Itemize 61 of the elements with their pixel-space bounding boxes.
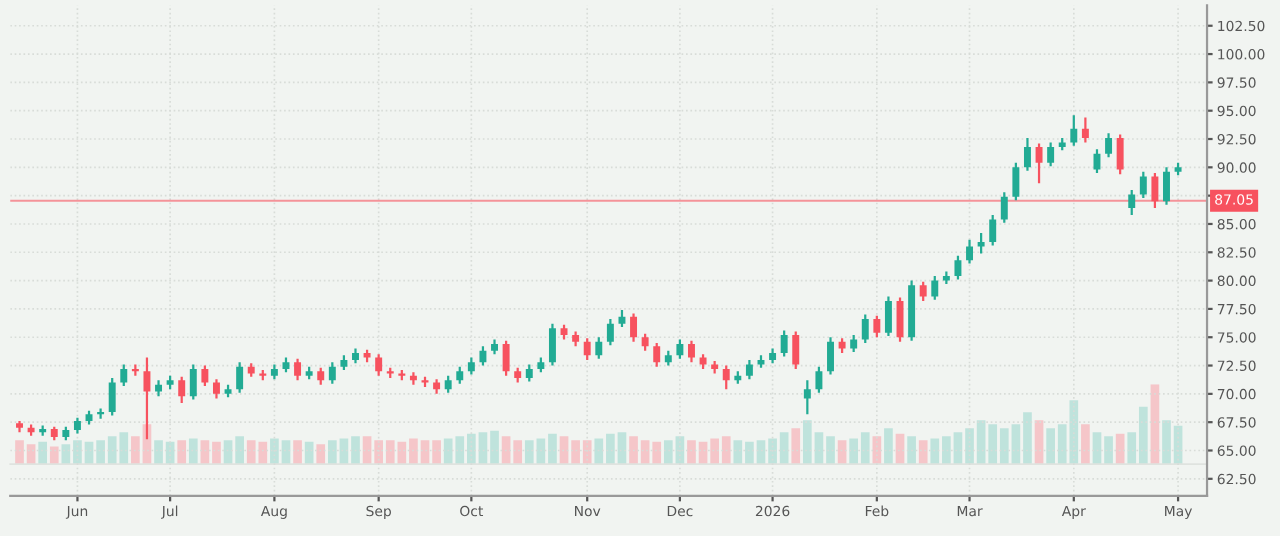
candlestick [827,336,834,376]
candlestick [479,345,487,367]
candlestick [676,338,684,360]
bar [791,428,801,465]
candlestick [409,371,417,386]
candlestick [1047,141,1055,168]
candlestick [803,379,811,416]
bar [884,428,893,465]
bar [188,438,198,465]
candlestick [606,318,614,347]
bar [293,440,302,465]
candlestick [1012,161,1020,202]
bar [177,440,187,465]
candlestick [745,358,753,381]
candlestick [595,336,603,360]
candlestick [548,322,556,367]
candlestick [502,339,510,377]
candlestick [375,353,383,377]
candlestick [1105,132,1113,159]
candlestick [212,378,220,400]
candlestick [954,254,962,281]
candlestick [722,364,730,391]
candlestick [1139,170,1147,200]
bar [49,446,59,465]
candlestick [294,357,302,382]
candlestick [815,365,823,394]
candlestick [653,341,661,368]
candlestick [1000,191,1008,224]
candlestick [1023,136,1031,172]
candlestick [977,231,985,255]
candlestick [792,330,800,371]
candlestick [120,363,128,388]
candlestick [1070,114,1078,147]
candlestick [178,375,186,405]
candlestick [884,295,892,338]
candlestick [1081,116,1089,144]
bar [316,444,326,465]
candlestick [861,313,869,344]
candlestick [108,376,116,417]
candlestick [1128,188,1136,217]
bar [918,440,928,465]
candlestick [966,238,974,265]
bar [1081,424,1090,465]
candlestick [1163,166,1170,206]
candlestick [873,314,881,339]
candlestick [989,213,997,247]
candlestick [328,361,336,385]
candlestick [1116,133,1124,176]
candlestick [931,274,939,301]
candlestick [189,363,197,401]
bar [38,441,48,465]
candlestick [780,329,788,358]
candlestick [201,364,209,388]
candlestick [1035,142,1043,185]
candlestick [630,312,638,343]
bar [907,436,916,465]
candlestick [688,339,695,364]
candlestick [583,337,591,361]
candlestick [236,361,244,394]
candlestick [1151,171,1159,210]
candlestick [919,280,927,303]
